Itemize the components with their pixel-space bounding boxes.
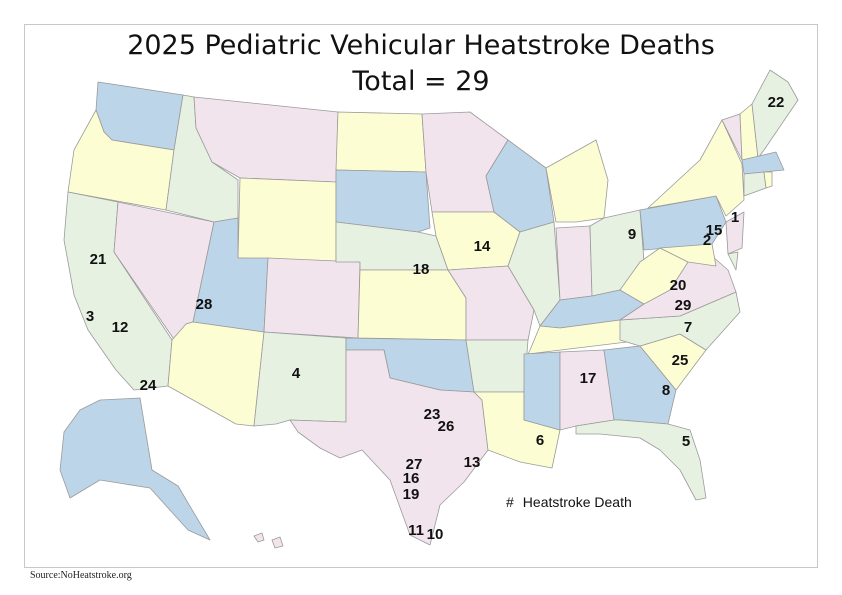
state-colorado [263,257,361,339]
legend-symbol: # [506,494,514,510]
map-title: 2025 Pediatric Vehicular Heatstroke Deat… [127,30,715,61]
legend-label: Heatstroke Death [522,494,632,510]
source-credit: Source:NoHeatstroke.org [30,570,132,581]
death-label-16: 16 [403,470,420,487]
legend: # Heatstroke Death [506,494,632,510]
death-label-9: 9 [628,226,636,243]
map-subtitle: Total = 29 [352,66,490,97]
state-maryland [659,243,717,267]
death-label-7: 7 [684,319,692,336]
state-michigan [545,139,609,223]
state-new-york [647,119,745,217]
death-label-21: 21 [90,251,107,268]
state-texas [289,349,489,546]
death-label-10: 10 [427,526,444,543]
death-label-2: 2 [703,232,711,249]
state-alaska [59,397,211,541]
death-label-18: 18 [413,261,430,278]
death-label-14: 14 [474,238,491,255]
death-label-25: 25 [672,352,689,369]
death-label-27: 27 [406,456,423,473]
death-label-1: 1 [731,209,739,226]
state-arkansas [465,339,529,393]
state-kansas [357,269,467,341]
state-florida [575,419,707,501]
death-label-19: 19 [403,486,420,503]
state-new-jersey [725,211,745,255]
state-south-dakota [335,169,431,233]
state-massachusetts [741,151,785,175]
death-label-4: 4 [292,365,301,382]
death-label-22: 22 [768,94,785,111]
death-label-15: 15 [706,222,723,239]
death-label-12: 12 [112,319,129,336]
state-indiana [555,225,593,301]
state-mississippi [523,351,561,431]
state-rhode-island [763,171,773,189]
state-hawaii [253,532,284,549]
death-label-13: 13 [464,454,481,471]
death-label-28: 28 [196,296,213,313]
death-label-24: 24 [140,377,157,394]
state-wyoming [237,177,337,263]
death-label-3: 3 [86,308,94,325]
state-north-dakota [335,111,427,173]
state-arizona [167,321,265,427]
death-label-5: 5 [682,433,690,450]
death-label-8: 8 [662,382,670,399]
death-label-6: 6 [536,432,544,449]
death-label-17: 17 [580,370,597,387]
death-label-26: 26 [438,418,455,435]
death-label-23: 23 [424,406,441,423]
state-connecticut [743,171,767,197]
death-label-11: 11 [408,522,424,539]
death-label-29: 29 [675,297,692,314]
death-label-20: 20 [670,277,687,294]
state-delaware [727,251,739,271]
